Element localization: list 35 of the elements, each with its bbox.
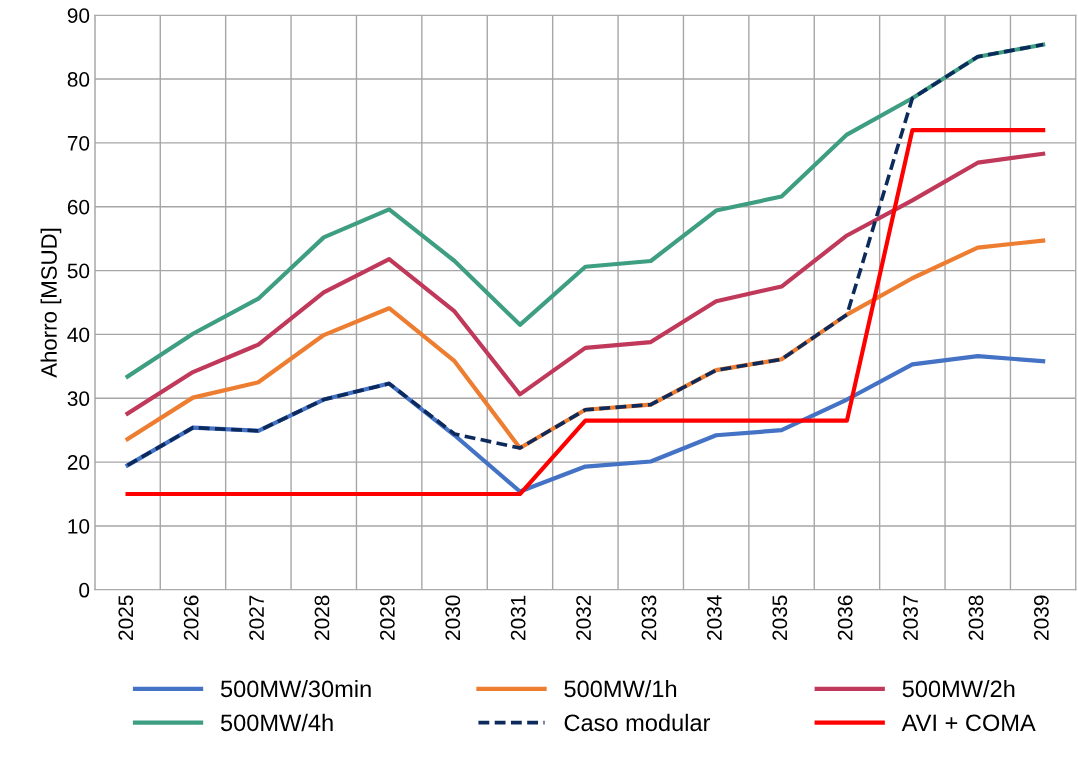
x-tick-label: 2025 [118,595,134,640]
x-tick-label: 2027 [249,595,264,640]
legend-label: AVI + COMA [901,714,1036,732]
x-tick-label: 2028 [314,595,330,640]
x-tick-label: 2037 [903,595,918,640]
y-tick-label: 0 [79,582,90,598]
x-tick-label: 2036 [837,595,853,640]
y-tick-label: 80 [67,72,90,87]
y-tick-label: 60 [67,199,90,215]
y-tick-label: 70 [67,135,90,151]
x-tick-label: 2038 [968,595,984,640]
x-tick-label: 2026 [183,595,199,640]
x-tick-label: 2039 [1033,595,1049,640]
legend-label: 500MW/2h [902,679,1015,698]
x-tick-label: 2034 [706,595,722,640]
y-tick-label: 30 [67,391,90,407]
y-tick-label: 90 [67,8,90,23]
line-series [125,151,1046,416]
legend-label: Caso modular [564,713,711,732]
x-tick-label: 2032 [576,595,591,640]
legend-label: 500MW/30min [220,679,371,698]
x-tick-label: 2035 [772,595,788,640]
y-tick-label: 40 [67,327,90,343]
y-axis-title: Ahorro [MSUD] [40,228,62,378]
y-tick-label: 10 [68,518,90,534]
line-series [125,42,1045,468]
x-tick-label: 2030 [445,595,461,640]
y-tick-label: 20 [67,455,90,470]
legend-label: 500MW/1h [564,679,677,698]
x-tick-label: 2031 [510,595,526,640]
legend-label: 500MW/4h [220,713,333,732]
line-series [125,42,1046,379]
y-tick-label: 50 [67,263,90,279]
x-tick-label: 2029 [380,595,395,640]
x-tick-label: 2033 [641,595,657,640]
